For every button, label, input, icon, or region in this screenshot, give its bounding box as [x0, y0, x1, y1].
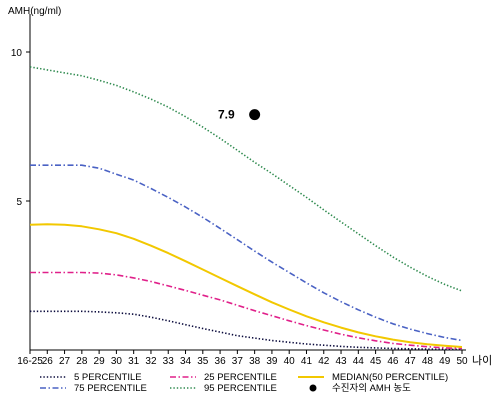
y-ticks: 5 10	[11, 48, 30, 208]
x-tick-label: 35	[197, 356, 209, 367]
legend-label: MEDIAN(50 PERCENTILE)	[332, 372, 448, 383]
y-tick-label: 10	[11, 48, 23, 59]
x-tick-label: 47	[405, 356, 417, 367]
x-tick-label: 43	[335, 356, 347, 367]
legend-point-swatch	[309, 384, 317, 392]
legend-label: 25 PERCENTILE	[204, 372, 277, 383]
x-tick-label: 41	[301, 356, 313, 367]
legend-label: 5 PERCENTILE	[74, 372, 142, 383]
x-tick-label: 27	[59, 356, 71, 367]
series-line	[30, 164, 463, 342]
x-tick-label: 48	[422, 356, 434, 367]
x-tick-label: 36	[215, 356, 227, 367]
x-tick-label: 16-25	[17, 356, 43, 367]
x-tick-label: 45	[370, 356, 382, 367]
x-tick-label: 38	[249, 356, 261, 367]
x-tick-label: 50	[456, 356, 468, 367]
x-tick-label: 33	[163, 356, 175, 367]
x-tick-label: 31	[128, 356, 140, 367]
x-tick-label: 26	[42, 356, 54, 367]
x-tick-label: 44	[353, 356, 365, 367]
x-tick-label: 39	[266, 356, 278, 367]
y-axis-title: AMH(ng/ml)	[8, 6, 61, 17]
y-tick-label: 5	[16, 197, 22, 208]
x-tick-label: 46	[387, 356, 399, 367]
legend: 5 PERCENTILE 25 PERCENTILE MEDIAN(50 PERCE…	[40, 372, 448, 394]
series-lines	[29, 66, 463, 351]
legend-label: 95 PERCENTILE	[204, 383, 277, 394]
x-tick-label: 49	[439, 356, 451, 367]
series-line	[29, 66, 463, 292]
series-line	[29, 223, 463, 348]
x-tick-label: 40	[284, 356, 296, 367]
x-axis-title: 나이	[472, 354, 492, 367]
subject-point-label: 7.9	[218, 108, 235, 122]
subject-point	[249, 109, 261, 121]
subject-marker: 7.9	[218, 108, 261, 122]
x-tick-label: 32	[145, 356, 157, 367]
x-tick-label: 30	[111, 356, 123, 367]
x-tick-label: 37	[232, 356, 244, 367]
series-line	[30, 310, 462, 351]
x-tick-label: 28	[76, 356, 88, 367]
x-tick-label: 34	[180, 356, 192, 367]
x-tick-label: 29	[94, 356, 106, 367]
legend-label: 수진자의 AMH 농도	[332, 383, 411, 394]
legend-label: 75 PERCENTILE	[74, 383, 147, 394]
x-tick-label: 42	[318, 356, 330, 367]
series-line	[30, 271, 463, 350]
